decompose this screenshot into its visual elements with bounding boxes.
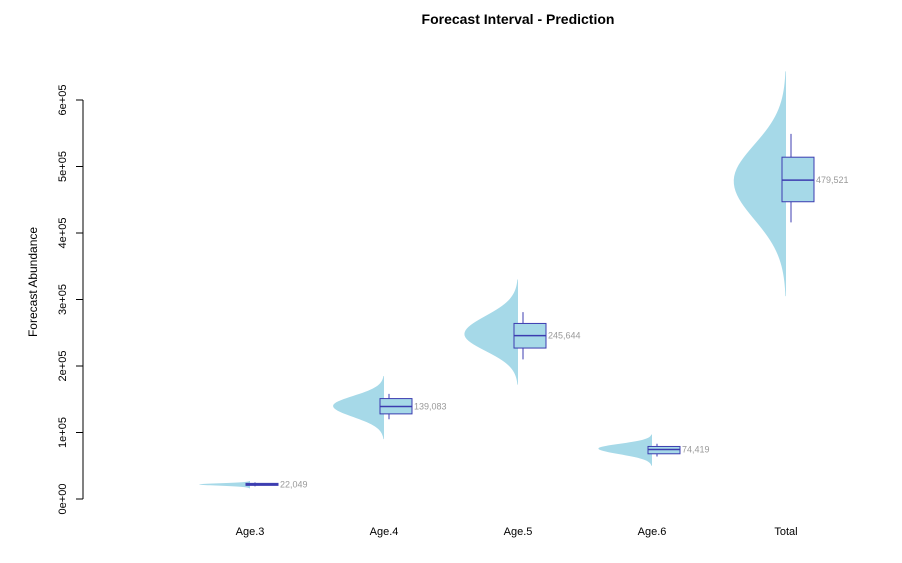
median-value-label: 245,644 [548,331,581,341]
y-tick-label: 4e+05 [57,218,69,249]
y-tick-label: 0e+00 [57,484,69,515]
y-tick-label: 2e+05 [57,351,69,382]
median-value-label: 74,419 [682,445,710,455]
group-age-6: 74,419 [598,434,710,466]
violin-shape [199,481,250,489]
group-age-3: 22,049 [199,479,308,489]
group-age-4: 139,083 [333,375,447,440]
chart-title: Forecast Interval - Prediction [422,11,615,27]
x-tick-label: Total [774,526,797,538]
y-axis: 0e+00 1e+05 2e+05 3e+05 4e+05 5e+05 6e+05 [57,85,84,515]
y-axis-label: Forecast Abundance [26,227,40,337]
y-tick-label: 5e+05 [57,151,69,182]
violin-shape [733,71,786,297]
group-age-5: 245,644 [464,279,581,385]
violin-shape [333,375,384,440]
y-tick-label: 1e+05 [57,417,69,448]
group-total: 479,521 [733,71,849,297]
x-axis: Age.3 Age.4 Age.5 Age.6 Total [236,526,798,538]
violin-shape [464,279,518,385]
y-tick-label: 6e+05 [57,85,69,116]
plot-area: 22,049 139,083 245,644 74,419 479,521 [199,71,849,489]
x-tick-label: Age.4 [370,526,399,538]
median-value-label: 139,083 [414,402,447,412]
median-value-label: 22,049 [280,479,308,489]
x-tick-label: Age.6 [638,526,667,538]
y-tick-label: 3e+05 [57,284,69,315]
median-value-label: 479,521 [816,175,849,185]
violin-shape [598,434,652,466]
x-tick-label: Age.5 [504,526,533,538]
x-tick-label: Age.3 [236,526,265,538]
